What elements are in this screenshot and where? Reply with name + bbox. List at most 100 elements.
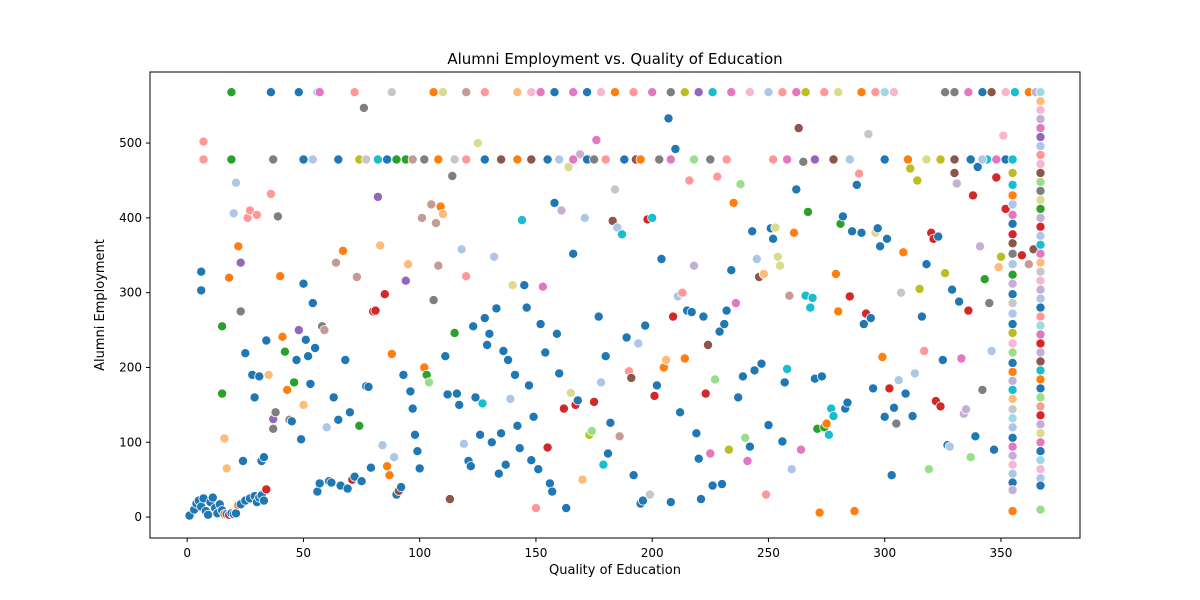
scatter-point xyxy=(661,354,672,365)
scatter-point xyxy=(526,87,537,98)
scatter-point xyxy=(1035,383,1046,394)
scatter-point xyxy=(975,241,986,252)
scatter-point xyxy=(1035,203,1046,214)
scatter-point xyxy=(837,211,848,222)
scatter-point xyxy=(777,436,788,447)
scatter-point xyxy=(361,154,372,165)
scatter-point xyxy=(940,268,951,279)
scatter-point xyxy=(677,287,688,298)
scatter-point xyxy=(707,480,718,491)
scatter-point xyxy=(726,265,737,276)
scatter-point xyxy=(1016,250,1027,261)
scatter-point xyxy=(986,87,997,98)
scatter-point xyxy=(882,233,893,244)
scatter-point xyxy=(340,354,351,365)
scatter-point xyxy=(514,443,525,454)
scatter-point xyxy=(1035,221,1046,232)
scatter-point xyxy=(1035,302,1046,313)
scatter-point xyxy=(912,175,923,186)
scatter-point xyxy=(568,248,579,259)
scatter-point xyxy=(1007,375,1018,386)
scatter-point xyxy=(293,325,304,336)
scatter-point xyxy=(900,388,911,399)
scatter-point xyxy=(1007,468,1018,479)
scatter-point xyxy=(328,392,339,403)
scatter-point xyxy=(833,306,844,317)
points-layer xyxy=(184,87,1046,521)
scatter-point xyxy=(1007,319,1018,330)
scatter-point xyxy=(779,377,790,388)
scatter-point xyxy=(507,280,518,291)
scatter-point xyxy=(849,506,860,517)
scatter-point xyxy=(291,354,302,365)
scatter-point xyxy=(961,404,972,415)
scatter-point xyxy=(761,489,772,500)
scatter-point xyxy=(235,257,246,268)
scatter-point xyxy=(675,407,686,418)
scatter-point xyxy=(898,247,909,258)
scatter-point xyxy=(289,377,300,388)
plot-frame xyxy=(149,71,1081,539)
scatter-point xyxy=(1007,338,1018,349)
scatter-point xyxy=(693,453,704,464)
scatter-point xyxy=(265,188,276,199)
y-tick-label: 100 xyxy=(119,435,142,449)
scatter-point xyxy=(647,212,658,223)
scatter-point xyxy=(261,335,272,346)
scatter-point xyxy=(230,177,241,188)
scatter-point xyxy=(461,87,472,98)
scatter-point xyxy=(605,417,616,428)
scatter-point xyxy=(977,87,988,98)
scatter-point xyxy=(663,113,674,124)
scatter-point xyxy=(370,305,381,316)
scatter-point xyxy=(1035,504,1046,515)
scatter-point xyxy=(909,368,920,379)
scatter-point xyxy=(482,339,493,350)
scatter-point xyxy=(1035,338,1046,349)
scatter-point xyxy=(1035,167,1046,178)
scatter-point xyxy=(456,244,467,255)
scatter-point xyxy=(712,171,723,182)
scatter-point xyxy=(354,420,365,431)
scatter-point xyxy=(409,429,420,440)
scatter-point xyxy=(314,87,325,98)
scatter-point xyxy=(868,383,879,394)
scatter-point xyxy=(1007,441,1018,452)
scatter-point xyxy=(714,326,725,337)
scatter-point xyxy=(586,425,597,436)
scatter-point xyxy=(907,411,918,422)
scatter-point xyxy=(268,154,279,165)
scatter-point xyxy=(1028,244,1039,255)
scatter-point xyxy=(444,494,455,505)
scatter-point xyxy=(782,363,793,374)
scatter-point xyxy=(344,407,355,418)
scatter-point xyxy=(568,154,579,165)
scatter-point xyxy=(1007,278,1018,289)
scatter-point xyxy=(1035,293,1046,304)
scatter-point xyxy=(430,218,441,229)
scatter-point xyxy=(449,327,460,338)
x-tick-label: 0 xyxy=(183,546,191,560)
scatter-point xyxy=(519,280,530,291)
scatter-point xyxy=(526,455,537,466)
scatter-point xyxy=(1007,459,1018,470)
scatter-point xyxy=(1035,410,1046,421)
scatter-point xyxy=(665,154,676,165)
scatter-point xyxy=(1007,167,1018,178)
scatter-point xyxy=(342,483,353,494)
scatter-point xyxy=(637,495,648,506)
scatter-point xyxy=(879,411,890,422)
scatter-point xyxy=(665,497,676,508)
scatter-point xyxy=(333,414,344,425)
x-tick-label: 350 xyxy=(989,546,1012,560)
scatter-point xyxy=(593,311,604,322)
scatter-point xyxy=(477,398,488,409)
scatter-point xyxy=(1035,311,1046,322)
scatter-point xyxy=(1035,347,1046,358)
scatter-point xyxy=(842,397,853,408)
scatter-point xyxy=(198,136,209,147)
scatter-point xyxy=(828,411,839,422)
scatter-point xyxy=(1035,185,1046,196)
scatter-point xyxy=(705,154,716,165)
scatter-point xyxy=(1035,275,1046,286)
